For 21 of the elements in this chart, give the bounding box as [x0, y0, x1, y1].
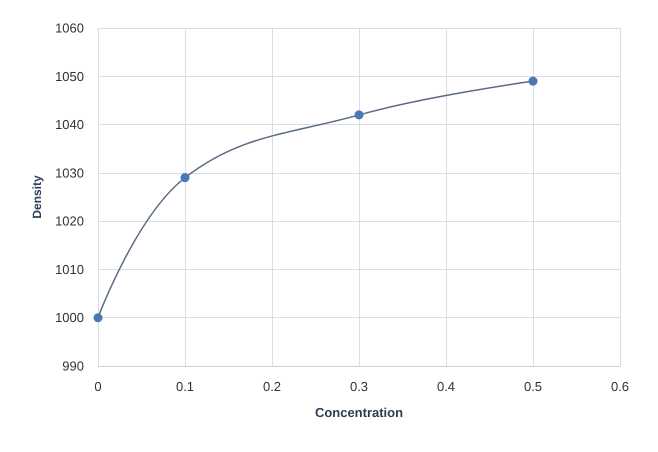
y-tick-label: 1040	[55, 117, 84, 132]
y-tick-label: 1020	[55, 214, 84, 229]
x-axis-title: Concentration	[314, 405, 404, 420]
point	[94, 313, 102, 322]
y-tick-label: 1000	[55, 310, 84, 326]
x-tick-label: 0.1	[176, 379, 194, 394]
x-tick-label: 0.6	[610, 379, 630, 394]
x-tick-label: 0.2	[262, 379, 282, 394]
x-tick-label: 0	[94, 379, 102, 394]
y-tick-label: 1050	[55, 68, 84, 84]
y-tick-label: 1060	[55, 20, 84, 36]
point	[180, 173, 190, 182]
x-tick-label: 0.4	[436, 379, 456, 394]
point	[528, 76, 538, 86]
x-tick-label: 0.3	[350, 379, 368, 394]
y-tick-label: 1030	[55, 165, 84, 180]
y-tick-label: 1010	[55, 262, 84, 277]
y-axis-title: Density	[30, 175, 44, 219]
point	[354, 110, 364, 120]
y-tick-label: 990	[62, 358, 84, 374]
x-tick-label: 0.5	[524, 379, 542, 394]
